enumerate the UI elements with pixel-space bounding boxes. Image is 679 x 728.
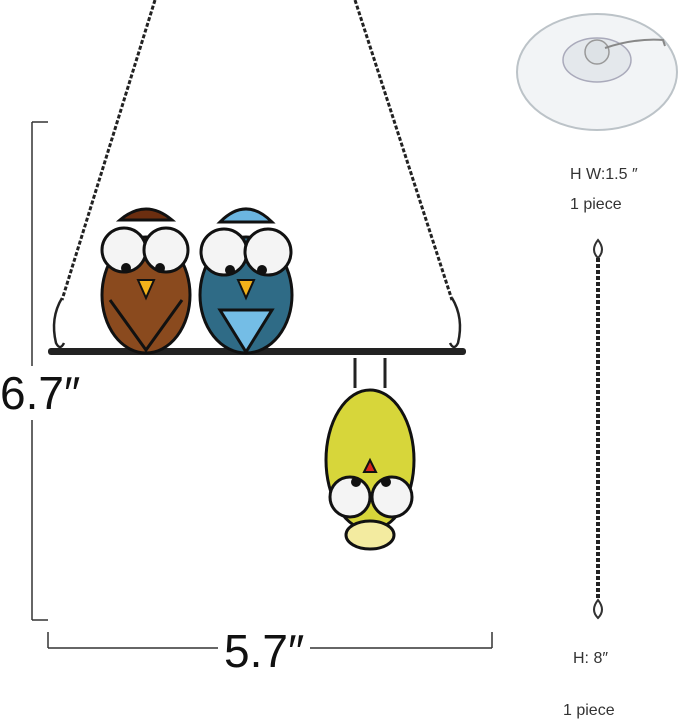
- chain-hooks: [52, 297, 462, 349]
- spare-chain: [593, 238, 603, 620]
- chain-quantity-label: 1 piece: [563, 702, 615, 719]
- height-label: 6.7″: [0, 366, 87, 420]
- width-label: 5.7″: [218, 624, 311, 678]
- yellow-hanging-bird: [324, 358, 416, 551]
- hanging-chain: [60, 0, 454, 301]
- suction-cup: [516, 13, 678, 131]
- blue-bird: [198, 207, 294, 355]
- suction-cup-size-label: H W:1.5 ″: [570, 166, 638, 183]
- chain-size-label: H: 8″: [573, 650, 609, 667]
- brown-bird: [100, 207, 192, 355]
- suction-cup-quantity-label: 1 piece: [570, 196, 622, 213]
